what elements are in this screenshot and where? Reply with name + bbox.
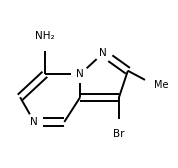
Text: N: N bbox=[30, 117, 38, 127]
Text: N: N bbox=[76, 69, 84, 79]
Text: NH₂: NH₂ bbox=[35, 31, 55, 41]
Text: Me: Me bbox=[154, 80, 169, 90]
Text: N: N bbox=[99, 48, 107, 58]
Text: Br: Br bbox=[113, 129, 125, 139]
